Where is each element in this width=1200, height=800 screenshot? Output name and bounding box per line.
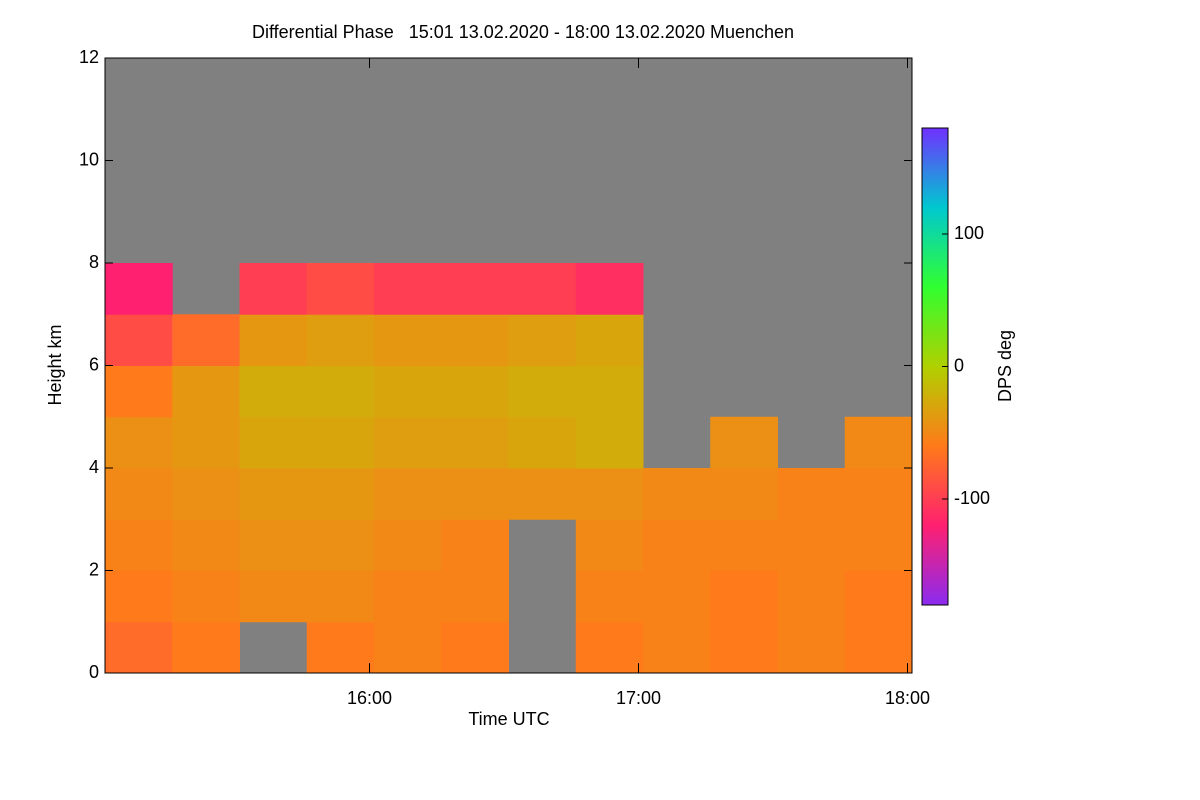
colorbar-label: DPS deg [995, 330, 1015, 402]
heatmap-cell [105, 263, 173, 315]
y-tick-label: 12 [79, 47, 99, 67]
heatmap-cell [239, 365, 308, 418]
heatmap-cell [239, 570, 308, 623]
y-tick-label: 8 [89, 252, 99, 272]
x-tick-label: 16:00 [347, 688, 392, 708]
heatmap-cell [575, 314, 644, 366]
heatmap-cell [575, 365, 644, 418]
heatmap-cell [306, 416, 375, 469]
y-tick-label: 2 [89, 559, 99, 579]
heatmap-cell [710, 468, 778, 520]
heatmap-cell [844, 519, 913, 571]
heatmap-cell [172, 365, 240, 418]
heatmap-cell [710, 621, 778, 674]
heatmap-cell [441, 365, 509, 418]
heatmap-cell [710, 416, 778, 469]
heatmap-cell [710, 519, 778, 571]
heatmap-cell [643, 519, 711, 571]
heatmap-cell [172, 519, 240, 571]
heatmap-cell [441, 570, 509, 623]
heatmap-cell [777, 468, 846, 520]
heatmap-cell [777, 570, 846, 623]
heatmap-cell [575, 570, 644, 623]
colorbar-tick-label: 0 [954, 355, 964, 375]
heatmap-cell [575, 621, 644, 674]
heatmap-cell [306, 468, 375, 520]
heatmap-cell [844, 570, 913, 623]
heatmap-cell [575, 468, 644, 520]
heatmap-cell [374, 468, 442, 520]
heatmap-cell [777, 519, 846, 571]
chart-title: Differential Phase 15:01 13.02.2020 - 18… [252, 22, 794, 42]
heatmap-cell [306, 314, 375, 366]
x-axis-label: Time UTC [468, 709, 549, 729]
heatmap-cell [777, 621, 846, 674]
heatmap-cell [172, 621, 240, 674]
colorbar-tick-label: -100 [954, 488, 990, 508]
heatmap-cell [172, 314, 240, 366]
x-tick-label: 18:00 [885, 688, 930, 708]
heatmap-cell [105, 519, 173, 571]
heatmap-cell [844, 468, 913, 520]
heatmap-cell [105, 621, 173, 674]
y-tick-label: 10 [79, 149, 99, 169]
heatmap-cell [441, 416, 509, 469]
heatmap-cell [374, 314, 442, 366]
heatmap-cell [105, 570, 173, 623]
heatmap-cell [643, 621, 711, 674]
heatmap-cell [239, 263, 308, 315]
heatmap-cell [172, 416, 240, 469]
heatmap-cell [710, 570, 778, 623]
heatmap-cell [844, 621, 913, 674]
heatmap-cell [239, 468, 308, 520]
heatmap-cell [374, 570, 442, 623]
colorbar-tick-label: 100 [954, 223, 984, 243]
heatmap-cell [441, 263, 509, 315]
heatmap-cell [374, 416, 442, 469]
heatmap-cell [844, 416, 913, 469]
heatmap-cell [441, 468, 509, 520]
heatmap-cell [239, 416, 308, 469]
y-tick-label: 4 [89, 457, 99, 477]
heatmap-cell [508, 263, 577, 315]
heatmap-cell [575, 263, 644, 315]
heatmap-cell [172, 570, 240, 623]
heatmap-cell [441, 314, 509, 366]
heatmap-cell [441, 621, 509, 674]
heatmap-cell [374, 263, 442, 315]
heatmap-cell [643, 468, 711, 520]
y-axis-label: Height km [45, 324, 65, 405]
y-tick-label: 6 [89, 354, 99, 374]
heatmap-cell [374, 365, 442, 418]
heatmap-cell [508, 416, 577, 469]
y-tick-label: 0 [89, 662, 99, 682]
heatmap-cell [374, 519, 442, 571]
heatmap-cell [508, 468, 577, 520]
heatmap-cell [643, 570, 711, 623]
heatmap-cell [105, 365, 173, 418]
heatmap-cell [306, 570, 375, 623]
heatmap-cell [508, 365, 577, 418]
heatmap-cell [105, 416, 173, 469]
heatmap-cell [239, 314, 308, 366]
heatmap-cell [172, 468, 240, 520]
heatmap-cell [105, 468, 173, 520]
heatmap-cell [374, 621, 442, 674]
x-tick-label: 17:00 [616, 688, 661, 708]
heatmap-cell [575, 519, 644, 571]
heatmap-cell [306, 519, 375, 571]
heatmap-cell [575, 416, 644, 469]
heatmap-cell [306, 621, 375, 674]
heatmap-cell [441, 519, 509, 571]
heatmap-cell [306, 365, 375, 418]
heatmap-cell [105, 314, 173, 366]
heatmap-cell [508, 314, 577, 366]
heatmap-cell [306, 263, 375, 315]
heatmap-cell [239, 519, 308, 571]
